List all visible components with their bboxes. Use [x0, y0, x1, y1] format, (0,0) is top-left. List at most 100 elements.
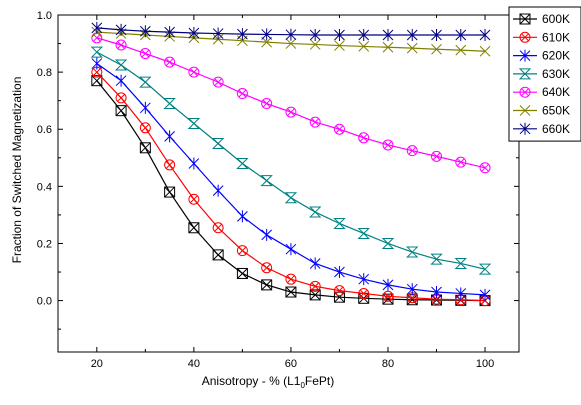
legend-label: 630K — [542, 67, 570, 81]
data-point — [212, 27, 224, 40]
data-point — [478, 263, 492, 275]
data-point — [382, 290, 394, 302]
legend: 600K 610K 620K 630K 640K 650K 660K — [508, 6, 581, 142]
legend-marker — [519, 122, 531, 135]
data-point — [285, 106, 297, 118]
axes: 20 40 60 80 100 0.0 0.2 0.4 0.6 0.8 1.0 — [37, 10, 520, 370]
data-point — [139, 25, 151, 38]
data-point — [431, 28, 442, 41]
data-point — [309, 257, 321, 270]
data-point — [285, 38, 297, 49]
data-point — [139, 122, 151, 134]
x-axis-label-main: Anisotropy - % (L1 — [202, 374, 301, 388]
x-tick-label: 20 — [91, 358, 103, 370]
data-point — [164, 159, 176, 171]
data-point — [237, 28, 248, 41]
data-point — [261, 228, 273, 241]
data-point — [309, 289, 321, 301]
data-point — [139, 101, 151, 114]
legend-marker — [519, 31, 531, 43]
data-point — [236, 267, 248, 279]
data-point — [406, 42, 418, 54]
plot-frame — [57, 14, 520, 353]
data-point — [115, 105, 127, 117]
data-point — [164, 130, 175, 143]
data-point — [381, 237, 395, 249]
data-point — [261, 36, 273, 48]
data-point — [115, 92, 127, 104]
data-point — [188, 66, 200, 78]
data-point — [212, 76, 224, 88]
data-point — [91, 32, 103, 44]
data-point — [164, 26, 175, 39]
data-point — [237, 210, 248, 223]
data-point — [188, 193, 200, 205]
legend-entry-660K: 660K — [513, 122, 570, 136]
y-tick-label: 1.0 — [37, 10, 52, 22]
plot-background — [58, 15, 519, 352]
data-point — [114, 59, 128, 71]
y-tick-label: 0.2 — [37, 238, 52, 250]
data-point — [261, 28, 273, 41]
data-point — [115, 74, 127, 87]
data-point — [164, 56, 176, 68]
data-point — [260, 175, 273, 187]
data-point — [90, 46, 104, 58]
data-point — [188, 157, 200, 170]
data-point — [358, 273, 370, 286]
x-axis-label-suffix: FePt) — [305, 374, 334, 388]
x-axis-label: Anisotropy - % (L10FePt) — [202, 374, 335, 390]
data-point — [91, 75, 103, 87]
series-610K — [91, 66, 491, 307]
y-tick-label: 0.0 — [37, 296, 52, 308]
y-tick-label: 0.8 — [37, 67, 52, 79]
data-point — [358, 132, 370, 144]
data-point — [455, 156, 467, 168]
data-point — [406, 28, 418, 41]
data-point — [212, 222, 224, 234]
legend-entry-640K: 640K — [513, 85, 570, 99]
data-point — [406, 246, 419, 258]
data-point — [285, 273, 297, 285]
series-660K — [91, 21, 491, 41]
data-point — [334, 266, 345, 279]
data-point — [333, 217, 346, 229]
data-point — [358, 28, 370, 41]
legend-entry-600K: 600K — [513, 12, 570, 26]
data-point — [188, 222, 200, 234]
x-tick-label: 80 — [382, 358, 394, 370]
y-axis-label: Fraction of Switched Magnetization — [10, 77, 24, 264]
x-axis-label-subscript: 0 — [300, 381, 305, 390]
data-point — [430, 253, 443, 265]
data-point — [358, 41, 370, 52]
data-point — [431, 150, 443, 162]
data-point — [309, 116, 321, 128]
x-tick-label: 60 — [285, 358, 297, 370]
legend-entry-630K: 630K — [513, 67, 570, 81]
data-point — [479, 162, 491, 174]
series-630K — [90, 46, 492, 275]
series-640K — [91, 32, 491, 174]
series-layer — [90, 21, 492, 307]
data-point — [454, 257, 467, 269]
legend-label: 620K — [542, 49, 570, 63]
data-point — [455, 287, 467, 300]
data-point — [163, 98, 176, 110]
legend-label: 650K — [542, 104, 570, 118]
data-point — [91, 21, 103, 34]
data-point — [308, 206, 322, 218]
data-point — [406, 283, 418, 296]
data-point — [382, 41, 394, 53]
legend-entry-620K: 620K — [513, 49, 570, 63]
series-600K — [91, 75, 491, 307]
data-point — [164, 186, 176, 198]
data-point — [431, 43, 442, 55]
series-620K — [91, 57, 491, 301]
data-point — [139, 142, 151, 154]
plot-area — [58, 15, 519, 352]
data-point — [139, 48, 151, 60]
legend-marker — [519, 86, 531, 98]
data-point — [309, 28, 321, 41]
data-point — [406, 145, 418, 157]
